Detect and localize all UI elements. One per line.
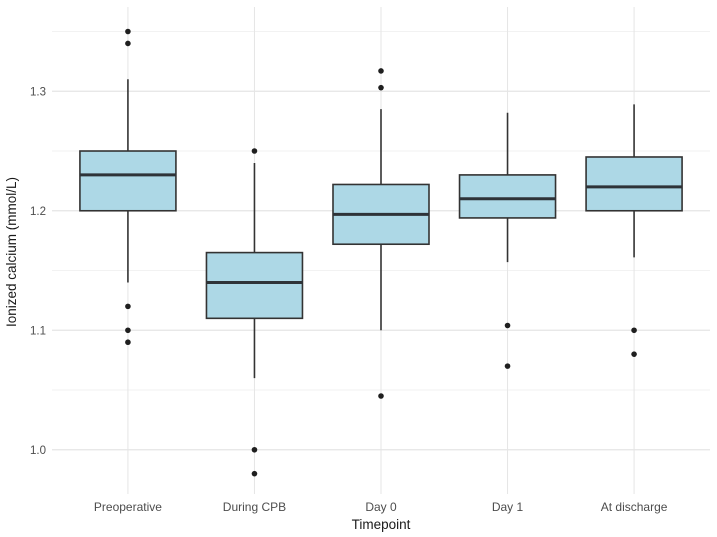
- outlier-point-preoperative: [125, 327, 131, 334]
- x-tick-label-at-discharge: At discharge: [601, 500, 668, 514]
- y-tick-label: 1.2: [30, 206, 46, 218]
- iqr-box-during-cpb: [205, 251, 304, 320]
- y-tick-label: 1.0: [30, 445, 46, 457]
- iqr-box-at-discharge: [585, 156, 683, 212]
- y-axis-title: Ionized calcium (mmol/L): [4, 177, 19, 327]
- outlier-point-during-cpb: [251, 446, 258, 453]
- y-tick-label: 1.3: [30, 86, 46, 98]
- box-group-day-0: [332, 68, 430, 399]
- outlier-point-day-1: [504, 363, 511, 369]
- x-axis-title: Timepoint: [352, 517, 411, 532]
- iqr-box-day-1: [458, 174, 557, 219]
- outlier-point-preoperative: [125, 303, 131, 310]
- outlier-point-preoperative: [125, 28, 131, 35]
- outlier-point-day-1: [504, 322, 511, 329]
- box-group-at-discharge: [585, 104, 683, 357]
- outlier-point-at-discharge: [631, 351, 637, 357]
- outlier-point-preoperative: [125, 339, 131, 346]
- boxplot-marks-layer: [79, 28, 683, 477]
- outlier-point-day-0: [378, 68, 384, 74]
- iqr-box-preoperative: [79, 150, 177, 212]
- outlier-point-during-cpb: [251, 470, 258, 477]
- x-tick-label-day-0: Day 0: [365, 500, 397, 514]
- x-tick-label-during-cpb: During CPB: [223, 500, 286, 514]
- box-group-preoperative: [79, 28, 177, 346]
- x-tick-label-preoperative: Preoperative: [94, 500, 162, 514]
- outlier-point-during-cpb: [251, 148, 258, 154]
- outlier-point-preoperative: [125, 40, 131, 47]
- box-group-during-cpb: [205, 148, 304, 477]
- outlier-point-day-0: [378, 393, 384, 399]
- y-tick-label: 1.1: [30, 325, 46, 337]
- outlier-point-day-0: [378, 84, 384, 91]
- axis-tick-labels-layer: 1.0 1.1 1.2 1.3 Preoperative During CPB Day 0 D…: [30, 86, 668, 514]
- box-group-day-1: [458, 112, 557, 369]
- x-tick-label-day-1: Day 1: [492, 500, 524, 514]
- outlier-point-at-discharge: [631, 327, 637, 334]
